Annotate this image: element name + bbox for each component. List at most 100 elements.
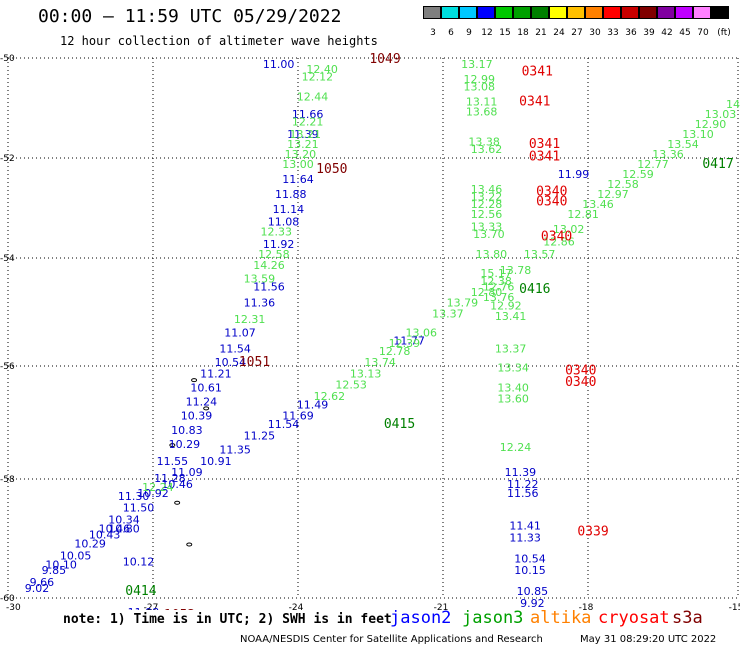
wave-height-value: 10.29: [169, 438, 201, 451]
wave-height-value: 13.03: [705, 108, 737, 121]
wave-height-value: 11.24: [186, 396, 218, 409]
wave-height-value: 9.66: [30, 576, 55, 589]
wave-height-value: 13.11: [466, 96, 498, 109]
wave-height-value: 10.46: [161, 478, 193, 491]
pass-id-label: 0417: [702, 157, 733, 172]
wave-height-value: 12.31: [234, 313, 266, 326]
y-tick-label: -56: [0, 362, 15, 372]
page-subtitle: 12 hour collection of altimeter wave hei…: [60, 34, 378, 48]
wave-height-value: 10.83: [171, 424, 203, 437]
pass-id-label: 0340: [536, 195, 567, 210]
color-scale-label: 33: [607, 28, 619, 38]
wave-height-value: 13.46: [471, 183, 503, 196]
wave-height-value: 12.86: [543, 236, 575, 249]
wave-height-value: 10.05: [60, 549, 92, 562]
wave-height-value: 10.91: [200, 455, 232, 468]
color-scale-label: 45: [679, 28, 691, 38]
wave-height-value: 11.08: [128, 606, 160, 610]
wave-height-value: 10.43: [89, 529, 121, 542]
wave-height-value: 11.56: [253, 280, 285, 293]
color-swatch: [495, 6, 513, 19]
page-title: 00:00 – 11:59 UTC 05/29/2022: [38, 6, 342, 27]
wave-height-value: 13.80: [476, 248, 508, 261]
color-scale-label: 12: [481, 28, 493, 38]
color-scale-label: 18: [517, 28, 529, 38]
wave-height-value: 13.06: [406, 326, 438, 339]
color-scale-label: 42: [661, 28, 673, 38]
pass-id-label: 0415: [384, 417, 415, 432]
wave-height-value: 11.36: [244, 297, 276, 310]
wave-height-value: 13.02: [553, 223, 585, 236]
wave-height-value: 13.20: [285, 148, 317, 161]
wave-height-value: 12.12: [302, 71, 334, 84]
wave-height-value: 11.07: [224, 326, 256, 339]
wave-height-value: 9.02: [25, 582, 50, 595]
wave-height-value: 11.92: [263, 238, 295, 251]
color-swatch: [531, 6, 549, 19]
wave-height-value: 13.79: [447, 297, 479, 310]
wave-height-value: 13.37: [432, 307, 464, 320]
color-swatch: [639, 6, 657, 19]
color-swatch: [513, 6, 531, 19]
wave-height-value: 13.10: [682, 128, 714, 141]
wave-height-value: 10.54: [514, 552, 546, 565]
wave-height-value: 13.21: [290, 128, 322, 141]
wave-height-value: 14: [726, 98, 740, 111]
generation-timestamp: May 31 08:29:20 UTC 2022: [580, 634, 717, 645]
wave-height-value: 10.54: [215, 356, 247, 369]
color-swatch: [711, 6, 729, 19]
wave-height-value: 11.14: [273, 203, 305, 216]
wave-height-value: 11.35: [219, 444, 251, 457]
x-tick-label: -15: [729, 603, 740, 610]
color-swatch: [549, 6, 567, 19]
wave-height-value: 11.54: [219, 343, 251, 356]
x-tick-label: -27: [144, 603, 159, 610]
wave-height-value: 13.13: [350, 367, 382, 380]
color-scale-label: 24: [553, 28, 565, 38]
wave-height-value: 11.39: [505, 466, 537, 479]
pass-id-label: 0340: [565, 363, 596, 378]
wave-height-value: 13.78: [500, 264, 532, 277]
wave-height-value: 13.37: [495, 343, 527, 356]
x-tick-label: -30: [6, 603, 21, 610]
pass-id-label: 0341: [529, 137, 560, 152]
pass-id-label: 0341: [519, 95, 550, 110]
wave-height-value: 11.33: [509, 531, 541, 544]
wave-height-value: 13.62: [471, 143, 503, 156]
color-scale-label: 70: [697, 28, 709, 38]
wave-height-value: 11.99: [558, 168, 590, 181]
color-swatch: [675, 6, 693, 19]
wave-height-value: 11.56: [507, 487, 539, 500]
island-outline: [186, 542, 193, 547]
wave-height-value: 13.33: [471, 221, 503, 234]
pass-id-label: 0339: [577, 525, 608, 540]
wave-height-value: 12.33: [261, 226, 293, 239]
wave-height-value: 13.59: [244, 272, 276, 285]
wave-height-value: 11.21: [200, 367, 232, 380]
color-scale-label: 15: [499, 28, 511, 38]
wave-height-value: 12.58: [607, 178, 639, 191]
wave-height-value: 11.22: [507, 478, 539, 491]
wave-height-value: 13.76: [483, 291, 515, 304]
wave-height-value: 11.09: [171, 466, 203, 479]
wave-height-value: 11.55: [157, 455, 189, 468]
wave-height-value: 13.40: [497, 381, 529, 394]
wave-height-map: -30 -27 -24 -21 -18 -15 -50 -52 -54 -56 -58 -60 11.0…: [0, 52, 740, 610]
wave-height-value: 12.24: [142, 481, 174, 494]
pass-id-label: 0341: [522, 65, 553, 80]
credit-text: NOAA/NESDIS Center for Satellite Applica…: [240, 634, 543, 645]
wave-height-value: 11.28: [154, 472, 186, 485]
wave-height-value: 11.64: [282, 173, 314, 186]
wave-height-value: 11.50: [123, 502, 155, 515]
wave-height-value: 10.61: [190, 381, 222, 394]
pass-id-label: 0416: [519, 282, 550, 297]
wave-height-value: 11.41: [509, 520, 541, 533]
color-swatch: [585, 6, 603, 19]
y-tick-label: -58: [0, 475, 15, 485]
wave-height-value: 10.39: [181, 410, 213, 423]
legend-item-jason2: jason2: [390, 608, 452, 628]
wave-height-value: 10.12: [123, 555, 155, 568]
wave-height-value: 14.26: [253, 259, 285, 272]
wave-height-value: 13.70: [473, 228, 505, 241]
wave-height-value: 12.53: [335, 379, 367, 392]
